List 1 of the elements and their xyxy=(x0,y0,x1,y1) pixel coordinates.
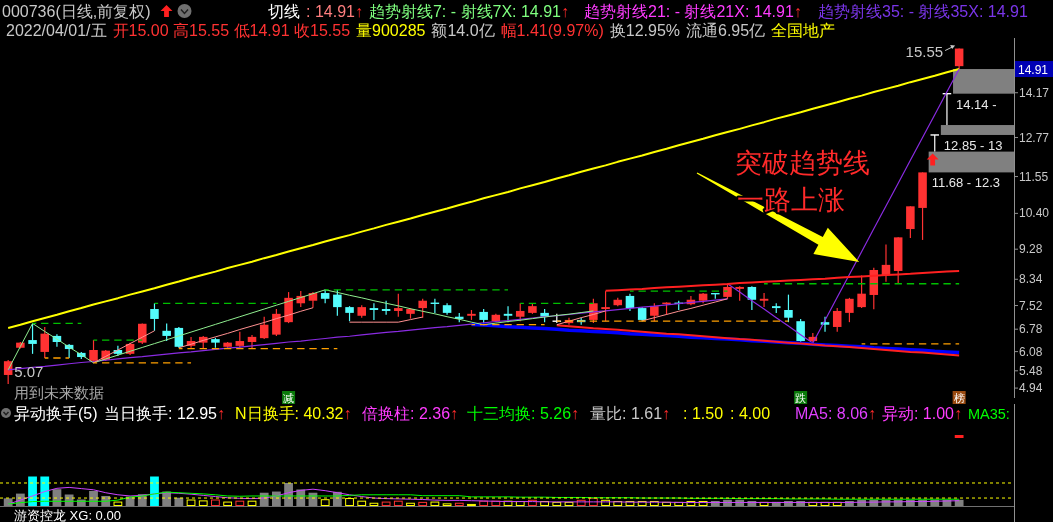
title: 000736(日线,前复权) xyxy=(2,3,151,20)
